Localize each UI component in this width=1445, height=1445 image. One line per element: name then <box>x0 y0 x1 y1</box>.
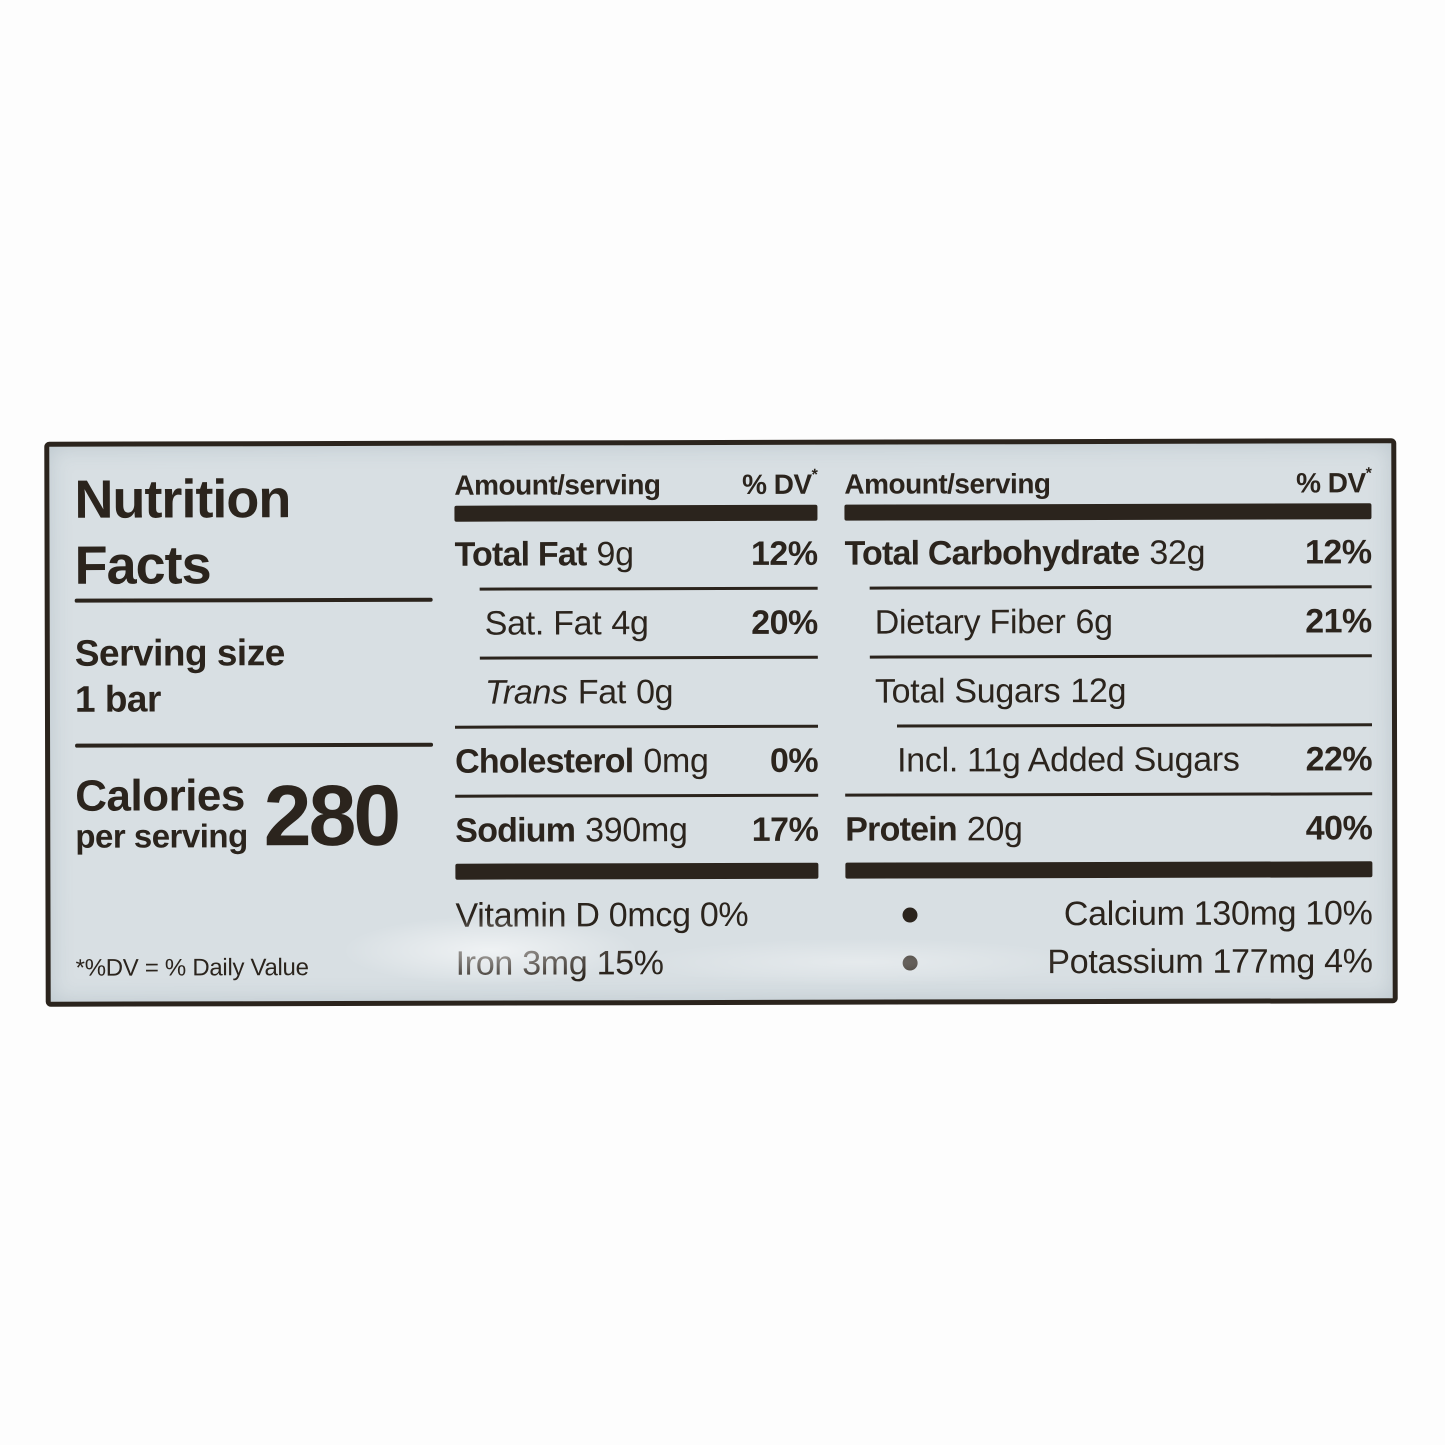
nutrient-amount: 6g <box>1075 602 1113 641</box>
label-title: Nutrition Facts <box>74 466 432 599</box>
nutrient-name-italic: Trans <box>484 672 568 712</box>
row-trans-fat: Trans Fat 0g <box>455 659 818 726</box>
calories-block: Calories per serving 280 <box>75 767 433 865</box>
micro-iron: Iron 3mg 15% <box>456 939 819 988</box>
dv-asterisk: * <box>811 466 818 484</box>
percent-dv-header: % DV* <box>742 466 818 500</box>
thick-bar <box>845 861 1373 879</box>
nutrient-amount: 9g <box>596 534 634 573</box>
nutrient-name: Incl. 11g Added Sugars <box>897 740 1240 780</box>
serving-size-label: Serving size <box>74 632 285 674</box>
calories-per-serving-label: per serving <box>75 817 248 855</box>
row-cholesterol: Cholesterol 0mg 0% <box>455 728 818 795</box>
nutrient-name: Dietary Fiber <box>874 602 1066 642</box>
daily-value-footnote: *%DV = % Daily Value <box>75 954 309 982</box>
nutrient-dv: 12% <box>750 534 818 573</box>
calories-label: Calories <box>75 771 245 821</box>
bullet-icon <box>902 954 918 971</box>
row-sodium: Sodium 390mg 17% <box>455 797 818 864</box>
carb-column: Amount/serving % DV* Total Carbohydrate … <box>844 463 1372 986</box>
column-header: Amount/serving % DV* <box>844 463 1371 504</box>
thick-bar <box>454 504 818 522</box>
micro-vitamin-d: Vitamin D 0mcg 0% <box>455 891 818 940</box>
nutrient-name: Fat <box>577 672 627 711</box>
calories-value: 280 <box>263 767 399 865</box>
fat-column: Amount/serving % DV* Total Fat 9g 12% Sa… <box>454 465 819 988</box>
thick-bar <box>844 503 1372 521</box>
dv-asterisk: * <box>1365 465 1372 483</box>
nutrient-amount: 4g <box>611 603 649 642</box>
nutrient-dv: 0% <box>769 741 819 780</box>
micro-text: Calcium 130mg 10% <box>1063 893 1373 933</box>
row-protein: Protein 20g 40% <box>845 795 1372 862</box>
nutrient-dv: 20% <box>751 603 818 642</box>
nutrient-name: Cholesterol <box>455 741 634 781</box>
nutrient-amount: 12g <box>1070 671 1127 710</box>
nutrient-amount: 0mg <box>643 741 709 780</box>
row-total-fat: Total Fat 9g 12% <box>454 521 818 588</box>
micro-text: Potassium 177mg 4% <box>1047 941 1373 981</box>
micro-potassium: Potassium 177mg 4% <box>846 937 1373 986</box>
nutrient-amount: 20g <box>966 809 1023 848</box>
row-total-carbohydrate: Total Carbohydrate 32g 12% <box>844 519 1372 586</box>
amount-per-serving-header: Amount/serving <box>844 468 1051 500</box>
row-added-sugars: Incl. 11g Added Sugars 22% <box>845 726 1372 793</box>
label-title-line1: Nutrition <box>74 469 291 530</box>
column-header: Amount/serving % DV* <box>454 465 817 506</box>
bullet-icon <box>902 906 918 923</box>
nutrient-name: Total Sugars <box>874 671 1061 711</box>
amount-per-serving-header: Amount/serving <box>454 469 661 501</box>
nutrient-amount: 0g <box>635 672 674 711</box>
micro-text: Vitamin D 0mcg 0% <box>455 895 749 935</box>
nutrient-name: Sat. Fat <box>484 603 602 643</box>
row-sat-fat: Sat. Fat 4g 20% <box>455 590 818 657</box>
nutrient-dv: 40% <box>1305 808 1373 847</box>
thick-bar <box>455 862 819 880</box>
nutrient-name: Protein <box>845 809 957 849</box>
micro-text: Iron 3mg 15% <box>455 943 664 983</box>
row-dietary-fiber: Dietary Fiber 6g 21% <box>845 588 1372 655</box>
percent-dv-header: % DV* <box>1296 465 1372 499</box>
calories-label-stack: Calories per serving <box>75 771 248 855</box>
nutrient-name: Total Carbohydrate <box>844 533 1140 573</box>
nutrient-name: Sodium <box>455 810 576 850</box>
nutrient-dv: 12% <box>1304 532 1372 571</box>
micronutrients: Vitamin D 0mcg 0% Iron 3mg 15% <box>455 891 818 988</box>
micro-calcium: Calcium 130mg 10% <box>845 889 1373 938</box>
summary-column: Nutrition Facts Serving size 1 bar Calor… <box>74 466 434 1002</box>
divider <box>75 742 434 748</box>
nutrient-dv: 17% <box>751 810 819 849</box>
nutrient-dv: 22% <box>1305 739 1373 778</box>
micronutrients: Calcium 130mg 10% Potassium 177mg 4% <box>845 889 1373 986</box>
label-title-line2: Facts <box>74 535 211 596</box>
nutrient-amount: 32g <box>1149 533 1206 572</box>
nutrient-amount: 390mg <box>585 810 688 849</box>
nutrient-name: Total Fat <box>454 534 587 574</box>
nutrient-dv: 21% <box>1305 601 1372 640</box>
serving-size-block: Serving size 1 bar <box>75 630 433 723</box>
row-total-sugars: Total Sugars 12g <box>845 657 1372 724</box>
nutrition-facts-label: Nutrition Facts Serving size 1 bar Calor… <box>44 438 1398 1007</box>
serving-size-value: 1 bar <box>74 678 161 720</box>
